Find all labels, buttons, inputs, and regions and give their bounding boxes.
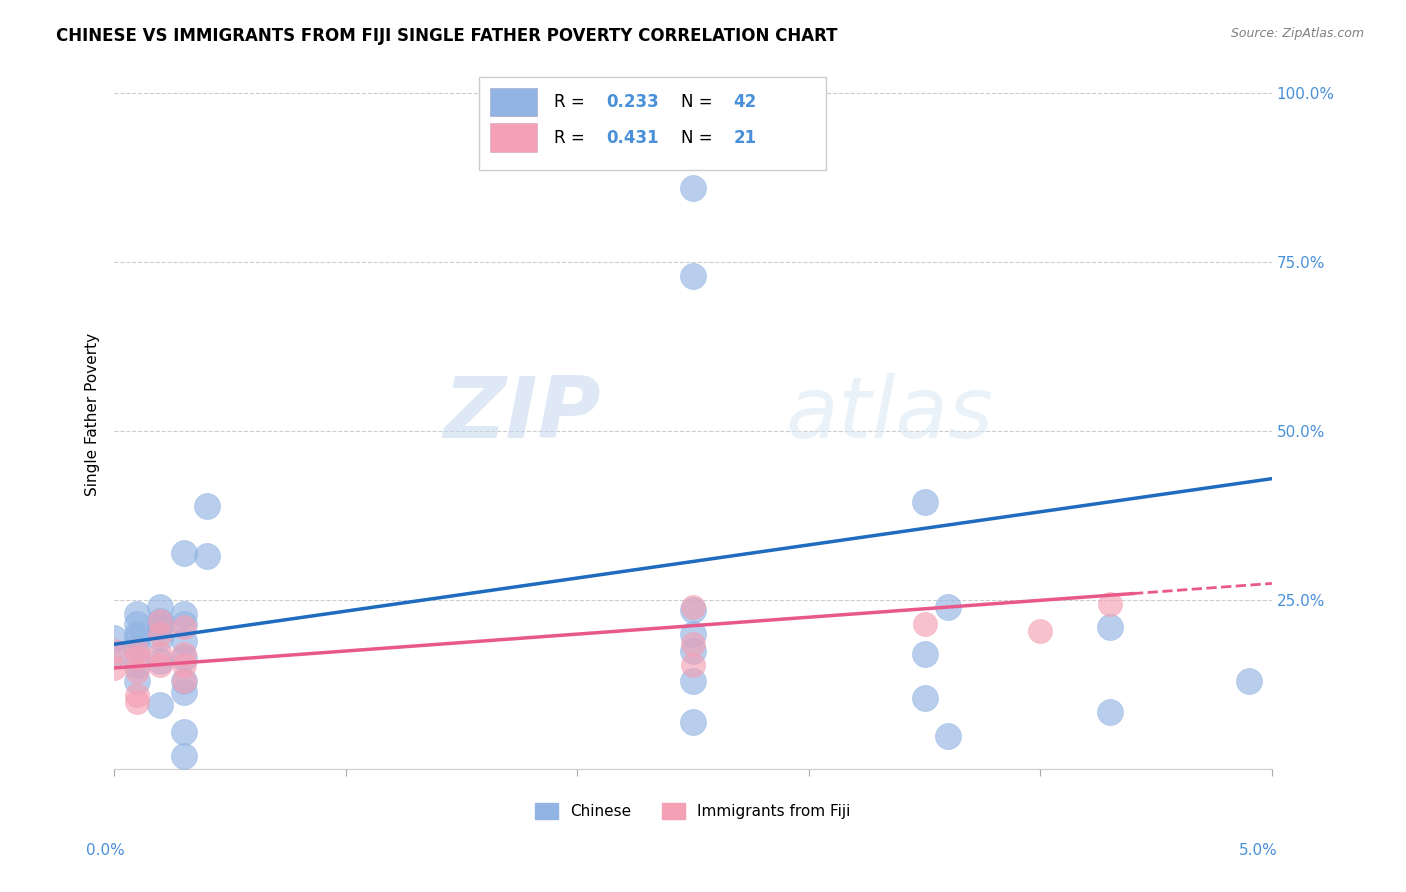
Point [173,617,195,632]
Text: 21: 21 [734,128,756,146]
Point [149,614,172,628]
Point [1098,705,1121,719]
Point [914,648,936,662]
Text: 0.431: 0.431 [606,128,659,146]
Point [149,631,172,645]
Point [103,631,125,645]
Point [127,627,149,641]
Point [914,691,936,706]
Point [149,614,172,628]
Text: R =: R = [554,128,591,146]
Point [103,644,125,658]
Point [682,714,704,729]
Point [682,603,704,617]
Point [127,644,149,658]
Point [149,617,172,632]
Point [127,657,149,672]
Point [173,674,195,689]
Y-axis label: Single Father Poverty: Single Father Poverty [86,333,100,496]
Point [682,627,704,641]
Point [914,495,936,509]
Point [149,600,172,615]
FancyBboxPatch shape [479,78,827,169]
Point [103,661,125,675]
Point [173,620,195,634]
Text: R =: R = [554,93,591,112]
Text: 0.0%: 0.0% [86,843,125,858]
Point [149,657,172,672]
Point [173,674,195,689]
Point [682,600,704,615]
Text: 42: 42 [734,93,756,112]
Point [936,600,959,615]
Point [127,650,149,665]
FancyBboxPatch shape [491,88,537,116]
Point [682,644,704,658]
Point [127,640,149,655]
Legend: Chinese, Immigrants from Fiji: Chinese, Immigrants from Fiji [529,797,856,825]
Point [682,674,704,689]
Point [195,549,218,564]
Point [149,648,172,662]
Text: N =: N = [682,128,718,146]
Point [127,617,149,632]
Point [195,499,218,513]
Point [173,684,195,698]
Text: atlas: atlas [786,373,994,456]
Text: N =: N = [682,93,718,112]
Point [173,607,195,621]
Point [1237,674,1260,689]
Text: 0.233: 0.233 [606,93,659,112]
Point [103,648,125,662]
Point [149,698,172,712]
Point [173,633,195,648]
Point [173,546,195,560]
Point [682,268,704,283]
FancyBboxPatch shape [491,123,537,152]
Point [149,620,172,634]
Point [127,695,149,709]
Point [127,665,149,679]
Point [173,725,195,739]
Point [682,657,704,672]
Text: Source: ZipAtlas.com: Source: ZipAtlas.com [1230,27,1364,40]
Point [127,631,149,645]
Point [173,657,195,672]
Point [149,654,172,668]
Point [914,617,936,632]
Point [127,688,149,702]
Point [936,729,959,743]
Point [682,181,704,195]
Point [149,627,172,641]
Point [127,607,149,621]
Point [1029,624,1052,638]
Point [127,674,149,689]
Text: 5.0%: 5.0% [1239,843,1278,858]
Point [173,650,195,665]
Point [173,648,195,662]
Text: CHINESE VS IMMIGRANTS FROM FIJI SINGLE FATHER POVERTY CORRELATION CHART: CHINESE VS IMMIGRANTS FROM FIJI SINGLE F… [56,27,838,45]
Text: ZIP: ZIP [443,373,600,456]
Point [1098,597,1121,611]
Point [173,748,195,763]
Point [1098,620,1121,634]
Point [682,637,704,651]
